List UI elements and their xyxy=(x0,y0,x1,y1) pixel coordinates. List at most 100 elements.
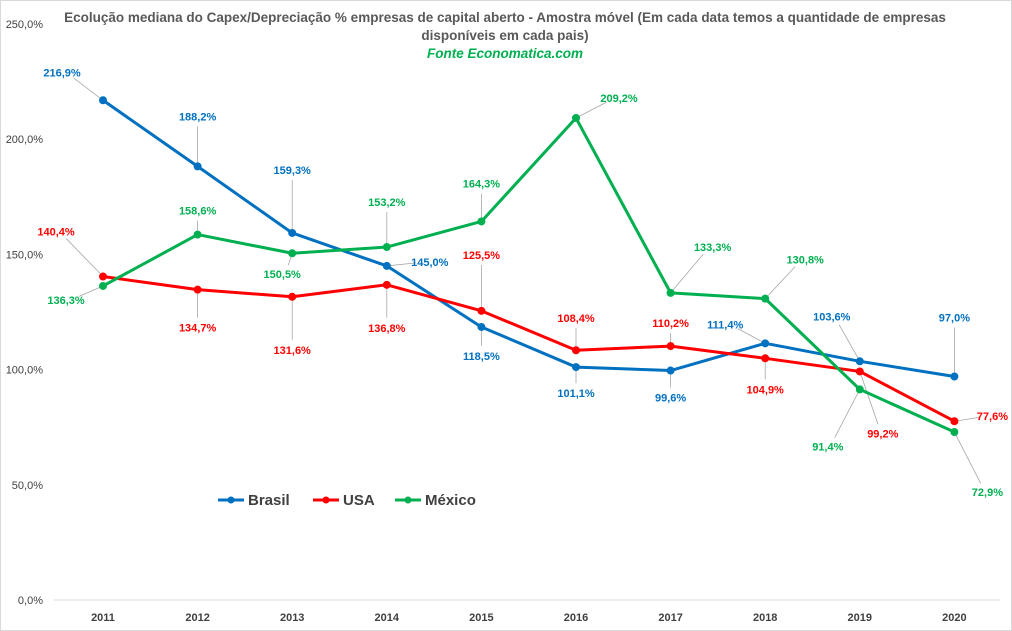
label-leader-line xyxy=(78,285,104,297)
data-label: 159,3% xyxy=(274,165,312,177)
chart-title: Ecolução mediana do Capex/Depreciação % … xyxy=(64,10,946,43)
data-point xyxy=(572,363,580,372)
data-point xyxy=(193,230,202,239)
data-label: 133,3% xyxy=(694,242,732,254)
data-label: 101,1% xyxy=(557,388,595,400)
data-point xyxy=(382,280,391,289)
legend-label: USA xyxy=(343,492,375,509)
data-point xyxy=(99,272,107,281)
data-point xyxy=(193,285,202,294)
data-label: 209,2% xyxy=(600,93,638,105)
data-label: 108,4% xyxy=(557,313,595,325)
data-label: 145,0% xyxy=(411,257,449,269)
axes: 0,0% 50,0% 100,0% 150,0% 200,0% 250,0% 2011 201… xyxy=(6,19,1000,624)
data-point xyxy=(477,322,486,331)
data-label: 77,6% xyxy=(977,411,1008,423)
data-point xyxy=(382,261,391,270)
data-label: 131,6% xyxy=(274,345,312,357)
y-tick-label: 250,0% xyxy=(6,19,44,31)
legend-label: Brasil xyxy=(248,492,290,509)
label-leader-line xyxy=(73,77,104,101)
data-label: 118,5% xyxy=(463,351,500,363)
data-label: 125,5% xyxy=(463,250,501,262)
x-tick-label: 2011 xyxy=(91,612,115,624)
chart-subtitle: Fonte Economatica.com xyxy=(426,46,584,61)
data-label: 164,3% xyxy=(463,178,501,190)
data-label: 136,8% xyxy=(368,323,406,335)
x-tick-label: 2016 xyxy=(564,612,588,624)
data-point xyxy=(477,306,486,315)
series-line-Brasil xyxy=(102,99,955,378)
series-lines xyxy=(99,96,959,437)
data-label: 150,5% xyxy=(264,269,302,281)
data-label: 188,2% xyxy=(179,111,217,123)
data-point xyxy=(666,342,675,351)
label-leader-line xyxy=(737,328,766,344)
data-point xyxy=(288,249,297,258)
legend-swatch-marker xyxy=(322,496,330,504)
data-label: 136,3% xyxy=(47,295,85,307)
data-point xyxy=(950,372,959,381)
label-leader-line xyxy=(764,266,796,299)
x-tick-label: 2015 xyxy=(469,612,493,624)
data-point xyxy=(666,288,675,297)
label-leader-line xyxy=(954,431,982,484)
data-label: 104,9% xyxy=(747,384,785,396)
data-label: 103,6% xyxy=(813,311,851,323)
chart-title-block: Ecolução mediana do Capex/Depreciação % … xyxy=(60,9,950,63)
data-label: 140,4% xyxy=(37,227,75,239)
data-label: 134,7% xyxy=(179,323,217,335)
legend-label: México xyxy=(425,492,476,509)
legend: Brasil USA México xyxy=(218,492,476,509)
data-point xyxy=(950,417,959,426)
data-point xyxy=(99,281,107,290)
data-point xyxy=(761,294,770,303)
y-tick-label: 50,0% xyxy=(12,480,43,492)
data-point xyxy=(855,357,864,366)
label-leader-line xyxy=(65,238,104,277)
x-tick-label: 2019 xyxy=(848,612,872,624)
data-label: 216,9% xyxy=(43,67,81,79)
label-leader-line xyxy=(670,254,704,294)
x-tick-label: 2018 xyxy=(753,612,777,624)
series-line-USA xyxy=(102,275,956,423)
label-leader-line xyxy=(834,389,861,438)
data-label: 99,2% xyxy=(867,428,898,440)
data-point xyxy=(99,96,107,105)
data-label: 158,6% xyxy=(179,206,217,218)
x-tick-label: 2012 xyxy=(185,612,209,624)
data-point xyxy=(855,385,864,394)
data-label: 72,9% xyxy=(972,487,1003,499)
y-tick-label: 200,0% xyxy=(6,134,44,146)
data-label: 91,4% xyxy=(812,441,843,453)
data-labels: 216,9% 188,2% 159,3% 145,0% 118,5% 101,1% 99,6… xyxy=(37,67,1008,499)
x-tick-label: 2017 xyxy=(658,612,682,624)
label-leader-line xyxy=(859,371,879,425)
data-label: 130,8% xyxy=(787,255,825,267)
label-leader-line xyxy=(575,101,607,119)
data-point xyxy=(950,428,959,437)
x-tick-label: 2014 xyxy=(375,612,400,624)
legend-swatch-marker xyxy=(227,496,235,504)
data-label: 153,2% xyxy=(368,197,406,209)
data-point xyxy=(855,367,864,376)
data-point xyxy=(572,346,580,355)
data-point xyxy=(288,292,297,301)
label-leader-line xyxy=(386,262,416,267)
data-point xyxy=(761,339,770,348)
data-point xyxy=(193,162,202,171)
data-label: 111,4% xyxy=(707,319,743,331)
data-label: 110,2% xyxy=(652,318,689,330)
data-label: 97,0% xyxy=(939,313,970,325)
label-leader-line xyxy=(838,324,861,362)
data-point xyxy=(572,114,580,123)
data-point xyxy=(288,228,297,237)
label-connectors xyxy=(65,77,982,484)
series-line-México xyxy=(102,116,956,434)
data-point xyxy=(666,366,675,375)
data-point xyxy=(477,217,486,226)
x-tick-label: 2013 xyxy=(280,612,304,624)
label-leader-line xyxy=(954,417,979,422)
